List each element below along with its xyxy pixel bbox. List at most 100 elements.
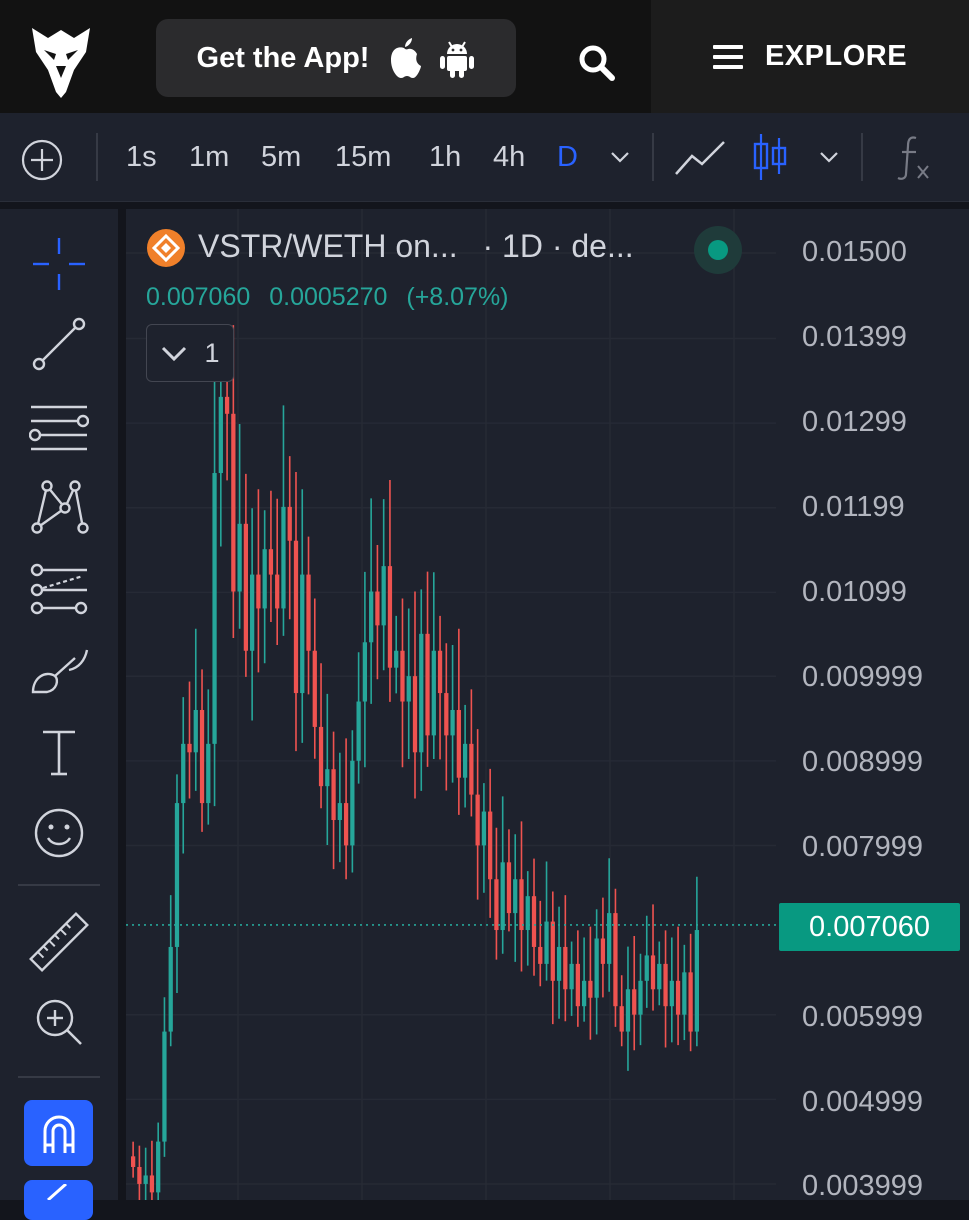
change-value: 0.0005270 (269, 283, 388, 311)
candle-body (343, 803, 349, 846)
candle-body (419, 633, 424, 753)
candle-body (550, 921, 555, 981)
candle-body (387, 566, 393, 668)
candle-body (293, 540, 299, 694)
candle-body (162, 1031, 167, 1142)
panel-separator (18, 1076, 100, 1078)
price-axis-label: 0.01399 (802, 321, 907, 353)
horizontal-lines-icon[interactable] (29, 397, 89, 457)
indicators-collapse-button[interactable]: 1 (146, 324, 234, 382)
interval-d-active[interactable]: D (557, 140, 578, 173)
get-app-button[interactable]: Get the App! (156, 19, 516, 97)
candle-body (563, 946, 568, 990)
price-axis-label: 0.01500 (802, 236, 907, 268)
text-tool-icon[interactable] (29, 724, 89, 784)
candle-body (581, 980, 587, 1007)
candle-body (650, 955, 656, 990)
chart-toolbar (0, 113, 969, 202)
candle-body (462, 743, 468, 778)
price-axis-label: 0.01199 (802, 491, 905, 523)
trend-line-icon[interactable] (29, 314, 89, 374)
interval-5m[interactable]: 5m (261, 140, 302, 173)
interval-1h[interactable]: 1h (429, 140, 462, 173)
candle-body (638, 980, 643, 1015)
candle-body (193, 709, 198, 753)
candle-body (287, 506, 292, 541)
market-status-indicator[interactable] (694, 226, 742, 274)
candles-icon[interactable] (752, 132, 788, 182)
candle-body (506, 862, 512, 914)
toolbar-separator (861, 133, 863, 181)
price-axis-label: 0.004999 (802, 1086, 923, 1118)
price-axis-label: 0.01299 (802, 406, 907, 438)
candle-body (688, 972, 693, 1032)
price-axis-label: 0.005999 (802, 1001, 923, 1033)
candle-body (212, 473, 217, 744)
candle-body (256, 574, 261, 609)
candle-body (218, 396, 223, 474)
symbol-title[interactable]: VSTR/WETH on... · 1D · de... (198, 228, 634, 265)
candle-body (431, 650, 436, 736)
pattern-icon[interactable] (29, 478, 89, 538)
candlestick-chart[interactable] (126, 209, 969, 1200)
interval-1m[interactable]: 1m (189, 140, 230, 173)
pencil-lock-button[interactable] (24, 1180, 93, 1220)
get-app-label: Get the App! (196, 41, 370, 74)
indicators-fx-icon[interactable] (896, 134, 932, 182)
brush-icon[interactable] (29, 644, 89, 704)
toolbar-separator (96, 133, 98, 181)
chart-pane[interactable] (126, 209, 969, 1200)
chevron-down-icon[interactable] (610, 150, 630, 164)
interval-1s[interactable]: 1s (126, 140, 157, 173)
token-logo-icon (147, 229, 185, 267)
candle-body (682, 972, 687, 1015)
eagle-logo-icon[interactable] (28, 22, 94, 98)
candle-body (469, 743, 474, 795)
apple-icon[interactable] (387, 38, 422, 78)
chevron-down-icon[interactable] (819, 150, 839, 164)
zoom-in-icon[interactable] (29, 992, 89, 1052)
magnet-mode-button[interactable] (24, 1100, 93, 1166)
candle-body (300, 574, 305, 694)
candle-body (275, 574, 280, 609)
emoji-icon[interactable] (29, 803, 89, 863)
add-symbol-icon[interactable] (20, 138, 64, 182)
price-axis-label: 0.01099 (802, 576, 907, 608)
candle-body (494, 879, 499, 931)
candle-body (137, 1166, 142, 1184)
interval-4h[interactable]: 4h (493, 140, 526, 173)
chevron-down-icon (162, 346, 187, 362)
candle-body (331, 769, 336, 821)
candle-body (394, 650, 399, 668)
explore-button[interactable]: EXPLORE (651, 0, 969, 113)
crosshair-icon[interactable] (29, 234, 89, 294)
candle-body (450, 709, 455, 736)
search-icon[interactable] (578, 44, 616, 82)
candle-body (556, 946, 562, 981)
symbol-name: VSTR/WETH on... (198, 228, 458, 264)
candle-body (675, 980, 681, 1015)
candle-body (243, 523, 249, 651)
candle-body (481, 811, 487, 846)
candle-body (149, 1175, 155, 1193)
candle-body (369, 591, 374, 643)
interval-15m[interactable]: 15m (335, 140, 392, 173)
candle-body (437, 650, 443, 694)
candle-body (181, 743, 186, 804)
candle-body (268, 549, 274, 575)
candle-body (281, 506, 286, 609)
candle-body (312, 650, 317, 727)
candle-body (199, 709, 205, 804)
candle-body (206, 743, 211, 804)
candle-body (519, 879, 524, 931)
toolbar-separator (652, 133, 654, 181)
forecast-icon[interactable] (29, 560, 89, 620)
current-price-tag: 0.007060 (779, 903, 960, 951)
candle-body (669, 980, 674, 1007)
ruler-icon[interactable] (29, 912, 89, 972)
android-icon[interactable] (439, 38, 475, 78)
line-chart-icon[interactable] (674, 138, 726, 178)
explore-label: EXPLORE (764, 40, 908, 72)
candle-body (663, 963, 668, 1007)
candle-body (569, 963, 574, 990)
